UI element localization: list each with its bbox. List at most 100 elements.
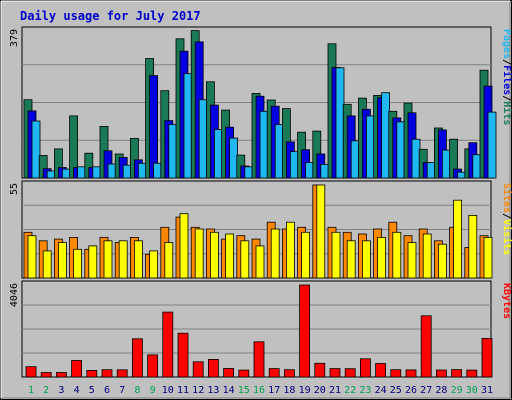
bar-kbytes-day-28 xyxy=(435,369,447,378)
bar-kbytes-day-17 xyxy=(268,368,280,378)
day-label-9: 9 xyxy=(150,385,156,396)
bar-visits-day-24 xyxy=(377,236,387,279)
bar-pages-day-21 xyxy=(335,67,345,179)
bar-visits-day-31 xyxy=(483,236,493,279)
day-label-17: 17 xyxy=(268,385,280,396)
bar-kbytes-day-27 xyxy=(420,315,432,378)
bar-visits-day-11 xyxy=(179,213,189,279)
bar-kbytes-day-15 xyxy=(238,369,250,378)
bar-pages-day-31 xyxy=(487,111,497,179)
bar-visits-day-22 xyxy=(346,240,356,279)
bar-kbytes-day-16 xyxy=(253,341,265,378)
bar-visits-day-4 xyxy=(73,248,82,279)
legend-hits-files-pages: Pages/Files/Hits xyxy=(501,29,512,125)
bar-kbytes-day-8 xyxy=(131,338,143,378)
bar-visits-day-27 xyxy=(422,233,432,279)
bar-kbytes-day-20 xyxy=(314,362,326,378)
bar-kbytes-day-18 xyxy=(283,369,295,378)
day-label-6: 6 xyxy=(104,385,110,396)
bar-kbytes-day-11 xyxy=(177,332,189,378)
day-label-11: 11 xyxy=(177,385,189,396)
day-label-10: 10 xyxy=(162,385,174,396)
bar-kbytes-day-4 xyxy=(71,360,82,378)
day-label-5: 5 xyxy=(89,385,95,396)
bar-pages-day-25 xyxy=(396,121,406,179)
bar-pages-day-30 xyxy=(472,154,482,179)
y-tick-label: 55 xyxy=(9,183,20,195)
bar-pages-day-23 xyxy=(365,115,375,179)
bar-visits-day-16 xyxy=(255,245,265,279)
chart-title: Daily usage for July 2017 xyxy=(20,9,201,23)
bar-kbytes-day-25 xyxy=(390,369,402,378)
legend-entry: Visits xyxy=(501,219,512,255)
bar-visits-day-21 xyxy=(331,231,341,279)
day-label-25: 25 xyxy=(390,385,402,396)
bar-visits-day-28 xyxy=(437,243,447,279)
bar-visits-day-13 xyxy=(209,231,219,279)
day-label-20: 20 xyxy=(314,385,326,396)
bar-kbytes-day-7 xyxy=(116,369,128,378)
bar-pages-day-20 xyxy=(320,163,330,179)
day-label-8: 8 xyxy=(134,385,140,396)
legend-entry: / xyxy=(501,95,512,101)
bar-pages-day-18 xyxy=(289,151,299,179)
bar-pages-day-1 xyxy=(31,120,41,179)
y-tick-label: 379 xyxy=(9,29,20,47)
bar-kbytes-day-19 xyxy=(299,284,311,378)
bar-pages-day-4 xyxy=(77,166,86,179)
bar-kbytes-day-22 xyxy=(344,368,356,378)
bar-kbytes-day-30 xyxy=(466,369,478,378)
bar-pages-day-13 xyxy=(213,129,223,179)
day-label-28: 28 xyxy=(435,385,447,396)
day-label-19: 19 xyxy=(299,385,311,396)
bar-visits-day-2 xyxy=(42,250,52,279)
legend-kbytes: KBytes xyxy=(501,283,512,319)
legend-entry: Hits xyxy=(501,101,512,125)
bar-visits-day-3 xyxy=(58,242,67,279)
day-label-3: 3 xyxy=(58,385,64,396)
bar-visits-day-18 xyxy=(285,221,295,279)
bar-kbytes-day-26 xyxy=(405,369,417,378)
bar-visits-day-8 xyxy=(133,240,143,279)
panel-sites-visits: 55 Sites/Visits xyxy=(9,180,512,279)
bar-kbytes-day-29 xyxy=(451,369,463,378)
bar-visits-day-17 xyxy=(270,228,280,279)
bar-visits-day-25 xyxy=(392,231,402,279)
bar-kbytes-day-24 xyxy=(375,363,387,378)
bar-kbytes-day-21 xyxy=(329,368,341,378)
bar-visits-day-30 xyxy=(468,214,478,279)
bar-visits-day-12 xyxy=(194,228,204,279)
chart-panels: 379 Pages/Files/Hits 55 Sites / Visits 4046 KBy… xyxy=(9,26,512,378)
bar-kbytes-day-31 xyxy=(481,337,493,378)
bar-kbytes-day-5 xyxy=(86,369,98,378)
bar-visits-day-14 xyxy=(225,233,235,279)
day-label-16: 16 xyxy=(253,385,265,396)
day-label-15: 15 xyxy=(238,385,250,396)
day-label-30: 30 xyxy=(466,385,478,396)
bar-files-day-9 xyxy=(149,75,159,179)
day-label-2: 2 xyxy=(43,385,49,396)
day-label-31: 31 xyxy=(481,385,493,396)
bar-kbytes-day-2 xyxy=(40,372,52,378)
bar-visits-day-6 xyxy=(103,240,113,279)
day-label-24: 24 xyxy=(375,385,387,396)
bar-kbytes-day-13 xyxy=(207,358,219,378)
bar-visits-day-9 xyxy=(149,250,159,279)
bar-kbytes-day-14 xyxy=(223,368,235,378)
legend-entry: Files xyxy=(501,65,512,95)
day-label-22: 22 xyxy=(344,385,356,396)
bar-kbytes-day-10 xyxy=(162,311,174,378)
bar-visits-day-15 xyxy=(240,240,250,279)
legend-entry: KBytes xyxy=(501,283,512,319)
bar-pages-day-26 xyxy=(411,138,421,179)
legend-entry: / xyxy=(501,59,512,65)
day-label-1: 1 xyxy=(28,385,34,396)
day-label-18: 18 xyxy=(283,385,295,396)
bar-visits-day-19 xyxy=(301,231,311,279)
y-tick-label: 4046 xyxy=(9,283,20,307)
bar-pages-day-2 xyxy=(46,170,56,179)
legend-entry: Sites xyxy=(501,183,512,213)
bar-pages-day-16 xyxy=(259,110,269,179)
bar-kbytes-day-6 xyxy=(101,369,113,378)
panel-hits-files-pages: 379 Pages/Files/Hits xyxy=(9,26,512,179)
